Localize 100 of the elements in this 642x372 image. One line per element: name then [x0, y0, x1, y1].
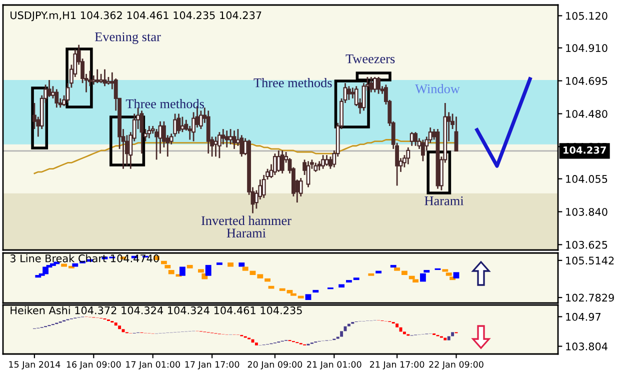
bar: [238, 262, 245, 267]
bar: [420, 273, 426, 282]
annotation: Window: [415, 84, 460, 94]
candlestick: [214, 136, 218, 158]
text: USDJPY.m,H1 104.362 104.461 104.235 104.237: [10, 11, 262, 22]
x-tick-label: 22 Jan 09:00: [429, 361, 484, 370]
bar: [447, 336, 450, 340]
bar: [453, 272, 460, 278]
bar: [376, 270, 382, 274]
bar: [54, 262, 60, 264]
bar: [451, 332, 454, 336]
bar: [298, 296, 304, 298]
bar: [353, 278, 360, 280]
candlestick: [306, 160, 310, 188]
bar: [254, 342, 258, 346]
annotation: Evening star: [94, 32, 161, 44]
candlestick: [224, 130, 229, 148]
bar: [186, 264, 193, 268]
bar: [338, 284, 345, 288]
candlestick: [95, 68, 100, 84]
y-tick-label: 104.695: [566, 77, 608, 85]
candlestick: [54, 88, 59, 108]
bar: [446, 272, 452, 276]
bar: [390, 264, 396, 268]
bar: [394, 268, 400, 271]
ref-line-label: 104.237: [564, 146, 606, 154]
x-tick-label: 15 Jan 2014: [9, 361, 60, 370]
bar: [312, 290, 319, 293]
candlestick: [372, 76, 377, 93]
candlestick: [420, 139, 425, 162]
candlestick: [272, 152, 277, 176]
x-tick-label: 20 Jan 09:00: [248, 361, 302, 370]
candlestick: [198, 110, 203, 130]
candlestick: [99, 73, 104, 84]
bar: [340, 331, 344, 337]
candlestick: [454, 116, 458, 152]
y-tick-label: 103.625: [566, 240, 608, 249]
y-tick-label: 104.055: [566, 175, 608, 183]
candlestick: [414, 131, 418, 147]
candlestick: [369, 76, 374, 93]
bar: [408, 276, 415, 280]
candlestick: [314, 162, 318, 173]
candlestick: [102, 68, 107, 87]
candlestick: [217, 131, 222, 159]
candlestick: [232, 130, 236, 150]
candlestick: [324, 154, 329, 166]
bar: [160, 260, 167, 264]
y-tick-label: 105.120: [566, 12, 608, 20]
y-tick-label: 104.480: [566, 110, 608, 118]
candlestick: [47, 79, 52, 98]
candlestick: [154, 128, 159, 160]
bar: [347, 324, 350, 326]
x-tick-label: 21 Jan 17:00: [370, 361, 424, 370]
candlestick: [147, 125, 152, 139]
candlestick: [280, 150, 284, 174]
candlestick: [50, 85, 55, 100]
candlestick: [376, 76, 381, 95]
candlestick: [140, 110, 144, 154]
bar: [72, 263, 78, 267]
candlestick: [317, 160, 322, 172]
bar: [242, 266, 248, 271]
bar: [228, 262, 234, 267]
bar: [402, 332, 406, 334]
candlestick: [406, 146, 410, 165]
bar: [179, 266, 186, 276]
bar: [368, 273, 374, 276]
bar: [396, 324, 399, 328]
y-tick-label: 103.804: [566, 342, 608, 350]
candlestick: [276, 150, 281, 173]
bar: [114, 322, 118, 326]
x-tick-label: 17 Jan 17:00: [185, 361, 240, 370]
annotation: Inverted hammer Harami: [201, 216, 292, 238]
y-tick-label: 104.910: [566, 44, 608, 52]
y-tick-label: 105.5142: [566, 256, 614, 265]
chart-title: 3 Line Break Chart 104.4740: [10, 254, 159, 262]
bar: [118, 326, 122, 330]
bar: [442, 269, 448, 272]
x-tick-label: 21 Jan 01:00: [307, 361, 362, 370]
chart-title: Heiken Ashi 104.372 104.324 104.324 104.461 104.235: [10, 306, 302, 314]
annotation: Three methods: [254, 78, 332, 88]
candlestick: [321, 154, 326, 170]
candlestick: [346, 85, 351, 101]
bar: [401, 270, 408, 276]
bar: [42, 266, 49, 274]
candlestick: [410, 131, 414, 147]
bar: [264, 278, 271, 282]
candlestick: [180, 116, 184, 133]
candlestick: [221, 128, 226, 146]
bar: [290, 293, 296, 296]
x-tick-label: 16 Jan 09:00: [66, 361, 121, 370]
y-tick-label: 102.7829: [566, 294, 614, 302]
y-tick-label: 104.97: [566, 312, 601, 321]
annotation: Three methods: [126, 99, 204, 108]
annotation: Harami: [424, 196, 464, 206]
bar: [305, 294, 312, 300]
bar: [205, 264, 212, 276]
y-tick-label: 103.840: [566, 208, 608, 216]
candlestick: [92, 74, 96, 86]
candlestick: [228, 128, 233, 146]
annotation: Tweezers: [346, 54, 395, 64]
